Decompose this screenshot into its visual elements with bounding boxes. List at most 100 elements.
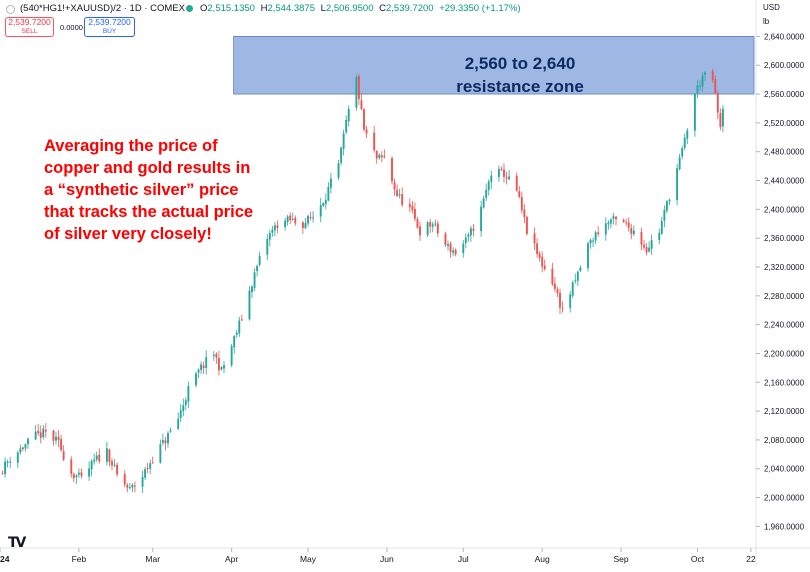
symbol-title[interactable]: (540*HG1!+XAUUSD)/2 · 1D · COMEX xyxy=(20,3,185,14)
candle-body xyxy=(444,233,447,246)
candle-body xyxy=(383,156,386,158)
candle-body xyxy=(429,221,432,227)
candle-body xyxy=(398,194,401,196)
candle-body xyxy=(449,243,452,253)
candle-body xyxy=(177,418,180,429)
candle-body xyxy=(375,151,378,159)
candle-body xyxy=(508,176,511,180)
candle-body xyxy=(533,233,536,244)
tradingview-logo[interactable]: TV xyxy=(8,535,26,551)
candle-body xyxy=(19,448,22,453)
candle-body xyxy=(131,484,134,488)
y-tick-label: 2,000.0000 xyxy=(764,494,805,503)
candle-body xyxy=(587,243,589,269)
candle-body xyxy=(113,464,116,466)
candle-body xyxy=(294,217,297,224)
candle-body xyxy=(34,431,37,440)
candle-body xyxy=(719,113,722,128)
candle-body xyxy=(347,109,350,122)
candle-body xyxy=(716,93,719,113)
candle-body xyxy=(612,216,615,219)
candle-body xyxy=(266,239,269,255)
candle-body xyxy=(701,75,704,87)
candle-body xyxy=(116,464,119,475)
y-tick-label: 2,360.0000 xyxy=(764,234,805,243)
candle-body xyxy=(604,223,607,235)
x-tick-label: Aug xyxy=(535,554,550,564)
candle-body xyxy=(696,85,699,94)
y-tick-label: 2,320.0000 xyxy=(764,263,805,272)
x-tick-label: Jul xyxy=(458,554,469,564)
y-tick-label: 2,400.0000 xyxy=(764,205,805,214)
candle-body xyxy=(704,72,707,75)
candle-body xyxy=(625,222,628,224)
candle-body xyxy=(146,467,149,469)
candle-body xyxy=(258,256,261,265)
buy-button[interactable]: 2,539.7200 BUY xyxy=(84,17,135,37)
x-tick-label: Feb xyxy=(72,554,87,564)
candle-body xyxy=(497,168,500,177)
candle-body xyxy=(16,452,19,463)
candle-body xyxy=(538,253,541,258)
zone-label-line2: resistance zone xyxy=(456,77,584,96)
ohlc-high-key: H xyxy=(260,3,268,14)
candle-body xyxy=(215,353,218,358)
candle-body xyxy=(233,336,236,348)
ohlc-change: +29.3350 (+1.17%) xyxy=(439,3,521,14)
candle-body xyxy=(4,461,7,475)
candle-body xyxy=(187,386,190,402)
candle-body xyxy=(609,219,612,224)
candle-body xyxy=(55,436,57,441)
candle-body xyxy=(363,109,365,130)
candle-body xyxy=(9,461,12,463)
candle-body xyxy=(256,265,259,272)
candle-body xyxy=(88,468,91,477)
candle-body xyxy=(164,440,167,444)
candle-body xyxy=(452,250,455,253)
candle-body xyxy=(39,432,42,438)
candle-body xyxy=(238,320,241,334)
candle-body xyxy=(663,209,666,221)
y-tick-label: 2,160.0000 xyxy=(764,378,805,387)
market-status-icon xyxy=(186,5,193,12)
candle-body xyxy=(693,93,696,131)
x-tick-label: Jun xyxy=(380,554,394,564)
candle-body xyxy=(520,196,523,211)
candle-body xyxy=(681,148,684,157)
candle-body xyxy=(289,215,292,221)
candle-body xyxy=(6,461,9,463)
candle-body xyxy=(159,444,162,463)
candle-body xyxy=(179,410,182,419)
sell-button[interactable]: 2,539.7200 SELL xyxy=(5,17,54,37)
candle-body xyxy=(322,203,325,206)
candle-body xyxy=(597,232,600,235)
candle-body xyxy=(525,216,528,234)
candle-body xyxy=(380,155,383,158)
candle-body xyxy=(436,223,439,234)
y-tick-label: 2,480.0000 xyxy=(764,148,805,157)
candle-body xyxy=(469,228,472,236)
candle-body xyxy=(327,187,330,201)
candle-body xyxy=(518,191,521,197)
annotation-note: Averaging the price of copper and gold r… xyxy=(44,137,254,243)
candle-body xyxy=(472,228,475,231)
candle-body xyxy=(683,137,686,148)
candle-body xyxy=(286,216,289,222)
currency-label[interactable]: USD xyxy=(763,3,780,12)
candle-body xyxy=(419,226,421,236)
candle-body xyxy=(1,473,4,475)
candle-body xyxy=(27,438,29,445)
candle-body xyxy=(464,237,467,244)
candle-body xyxy=(357,76,360,100)
candle-body xyxy=(307,215,309,224)
buy-label: BUY xyxy=(102,28,117,35)
chart-header: (540*HG1!+XAUUSD)/2 · 1D · COMEX O2,515.… xyxy=(0,0,760,18)
y-tick-label: 2,440.0000 xyxy=(764,177,805,186)
candle-body xyxy=(268,232,271,240)
unit-label[interactable]: lb xyxy=(763,17,770,26)
candle-body xyxy=(561,307,564,309)
candle-body xyxy=(393,182,396,190)
candle-body xyxy=(574,280,577,282)
candle-body xyxy=(248,291,251,320)
